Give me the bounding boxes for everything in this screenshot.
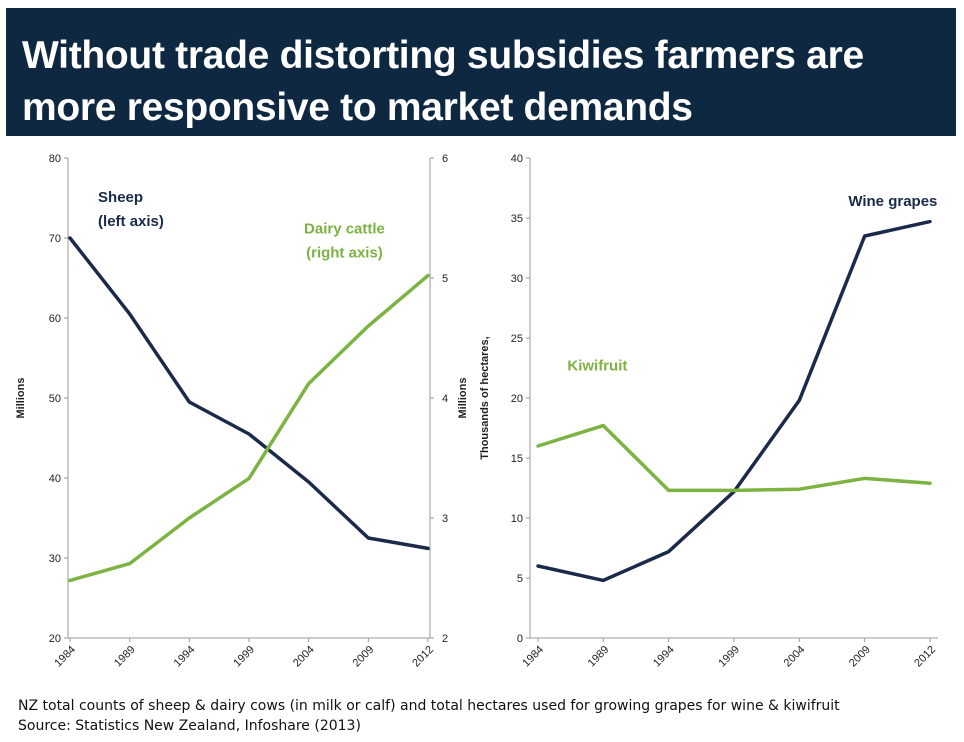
x-tick-label: 2009 xyxy=(351,644,377,670)
x-tick-label: 1999 xyxy=(231,644,257,670)
y-tick-label: 70 xyxy=(49,233,61,245)
y2-tick-label: 4 xyxy=(442,393,448,405)
y-tick-label: 40 xyxy=(511,153,523,165)
x-tick-label: 1994 xyxy=(172,644,198,670)
y-tick-label: 5 xyxy=(517,573,523,585)
y-tick-label: 40 xyxy=(49,473,61,485)
y-tick-label: 0 xyxy=(517,633,523,645)
title-bar: Without trade distorting subsidies farme… xyxy=(6,8,956,136)
y2-tick-label: 2 xyxy=(442,633,448,645)
series-line-wine-grapes xyxy=(536,219,932,583)
y2-tick-label: 3 xyxy=(442,513,448,525)
chart-footer: NZ total counts of sheep & dairy cows (i… xyxy=(18,696,948,736)
series-line-kiwifruit xyxy=(536,423,932,493)
y-tick-label: 35 xyxy=(511,213,523,225)
y-axis-title: Millions xyxy=(15,378,27,419)
y-tick-label: 15 xyxy=(511,453,523,465)
x-tick-label: 1994 xyxy=(651,644,677,670)
y2-axis-title: Millions xyxy=(457,378,469,419)
x-tick-label: 2004 xyxy=(782,644,808,670)
y-tick-label: 60 xyxy=(49,313,61,325)
y-tick-label: 30 xyxy=(511,273,523,285)
x-tick-label: 2012 xyxy=(912,644,938,670)
x-tick-label: 2012 xyxy=(410,644,436,670)
y-tick-label: 20 xyxy=(49,633,61,645)
annotation-sheep: Sheep xyxy=(98,189,143,206)
y2-tick-label: 5 xyxy=(442,273,448,285)
footer-caption: NZ total counts of sheep & dairy cows (i… xyxy=(18,698,840,714)
x-tick-label: 2004 xyxy=(291,644,317,670)
x-tick-label: 1989 xyxy=(586,644,612,670)
series-line-dairy-cattle xyxy=(68,273,430,583)
annotation-kiwifruit: Kiwifruit xyxy=(567,357,627,374)
x-tick-label: 1984 xyxy=(52,644,78,670)
livestock-chart: 20 30 40 50 60 70 80 2 3 4 5 6 1984 1989 1994 1999 2004 2… xyxy=(15,153,469,669)
annotation-left-axis: (left axis) xyxy=(98,213,164,230)
x-tick-label: 1989 xyxy=(112,644,138,670)
y-axis-title: Thousands of hectares, xyxy=(479,336,491,459)
y-tick-label: 10 xyxy=(511,513,523,525)
annotation-right-axis: (right axis) xyxy=(306,245,383,262)
x-tick-label: 2009 xyxy=(847,644,873,670)
page-title: Without trade distorting subsidies farme… xyxy=(22,34,864,129)
footer-source: Source: Statistics New Zealand, Infoshar… xyxy=(18,718,361,734)
annotation-dairy-cattle: Dairy cattle xyxy=(304,221,385,238)
series-line-sheep xyxy=(68,236,430,551)
y-tick-label: 30 xyxy=(49,553,61,565)
y-tick-label: 50 xyxy=(49,393,61,405)
y2-tick-label: 6 xyxy=(442,153,448,165)
x-tick-label: 1999 xyxy=(716,644,742,670)
crops-chart: 0 5 10 15 20 25 30 35 40 1984 1989 1994 1999 2004 2009… xyxy=(479,153,938,669)
y-tick-label: 20 xyxy=(511,393,523,405)
y-tick-label: 80 xyxy=(49,153,61,165)
x-tick-label: 1984 xyxy=(520,644,546,670)
annotation-wine-grapes: Wine grapes xyxy=(848,193,937,210)
y-tick-label: 25 xyxy=(511,333,523,345)
